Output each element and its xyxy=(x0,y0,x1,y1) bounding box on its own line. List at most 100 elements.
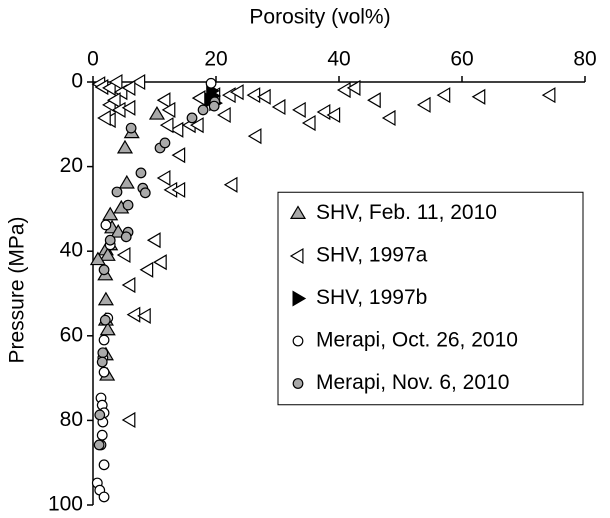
legend-marker xyxy=(292,335,304,347)
legend-label: SHV, 1997a xyxy=(316,244,428,267)
point xyxy=(135,167,147,179)
legend-box xyxy=(277,191,584,406)
point xyxy=(159,137,171,149)
point xyxy=(98,491,110,503)
point xyxy=(99,321,116,336)
point xyxy=(100,219,112,231)
point xyxy=(111,101,126,118)
x-tick-label: 80 xyxy=(573,48,596,71)
legend-marker xyxy=(289,247,304,265)
point xyxy=(197,104,209,116)
legend-label: Merapi, Oct. 26, 2010 xyxy=(316,329,518,352)
point xyxy=(137,307,151,324)
point xyxy=(125,122,137,134)
point xyxy=(161,101,176,118)
point xyxy=(246,87,261,104)
point xyxy=(148,105,166,120)
point xyxy=(146,232,161,249)
point xyxy=(191,90,206,107)
point xyxy=(98,264,110,276)
legend-label: Merapi, Nov. 6, 2010 xyxy=(316,371,509,394)
point xyxy=(99,314,111,326)
point xyxy=(94,409,106,421)
point xyxy=(186,112,198,124)
point xyxy=(131,73,146,91)
point xyxy=(416,96,431,113)
point xyxy=(316,103,331,121)
point xyxy=(97,347,109,359)
point xyxy=(116,139,134,154)
point xyxy=(139,261,154,278)
point xyxy=(120,231,132,243)
point xyxy=(118,174,135,189)
point xyxy=(102,79,116,96)
point xyxy=(171,147,186,164)
point xyxy=(93,439,105,451)
point xyxy=(271,98,286,116)
point xyxy=(121,79,136,96)
point xyxy=(121,99,136,116)
point xyxy=(346,79,361,96)
point xyxy=(367,92,381,109)
point xyxy=(159,117,174,134)
legend-label: SHV, Feb. 11, 2010 xyxy=(316,201,497,224)
y-axis-title: Pressure (MPa) xyxy=(6,216,29,363)
x-axis-title: Porosity (vol%) xyxy=(249,6,390,29)
legend-marker xyxy=(292,378,304,389)
point xyxy=(96,429,108,441)
point xyxy=(217,106,231,124)
point xyxy=(111,186,123,198)
point xyxy=(247,128,262,145)
point xyxy=(121,411,136,429)
point xyxy=(98,334,110,346)
point xyxy=(96,356,108,368)
y-tick-label: 0 xyxy=(71,70,83,93)
x-tick-label: 0 xyxy=(87,48,99,71)
y-tick-label: 100 xyxy=(48,493,83,516)
point xyxy=(189,117,204,134)
point xyxy=(139,187,151,199)
point xyxy=(153,254,167,271)
x-tick-label: 40 xyxy=(327,48,350,71)
point xyxy=(381,109,396,127)
point xyxy=(121,276,136,294)
y-tick-label: 80 xyxy=(60,408,83,431)
point xyxy=(471,88,486,105)
point xyxy=(99,247,116,261)
y-tick-label: 20 xyxy=(60,154,83,177)
point xyxy=(301,114,316,132)
point xyxy=(97,109,111,127)
point xyxy=(292,101,306,118)
x-tick-label: 60 xyxy=(450,48,473,71)
point xyxy=(89,251,106,266)
legend-label: SHV, 1997b xyxy=(316,286,427,309)
point xyxy=(104,234,116,246)
point xyxy=(156,169,171,187)
point xyxy=(541,87,556,104)
point xyxy=(126,306,141,323)
point xyxy=(257,88,271,105)
point xyxy=(205,77,217,89)
point xyxy=(223,176,238,193)
legend-marker xyxy=(289,205,307,219)
point xyxy=(436,87,451,104)
point xyxy=(97,291,114,306)
point xyxy=(169,121,184,138)
point xyxy=(122,199,134,211)
y-tick-label: 40 xyxy=(60,239,83,262)
point xyxy=(98,366,110,378)
point xyxy=(106,92,121,109)
x-tick-label: 20 xyxy=(204,48,227,71)
point xyxy=(326,106,341,124)
point xyxy=(108,73,123,91)
point xyxy=(208,100,220,112)
y-tick-label: 60 xyxy=(60,323,83,346)
point xyxy=(229,84,244,101)
point xyxy=(116,246,131,264)
legend-marker xyxy=(292,290,307,307)
point xyxy=(102,206,119,221)
point xyxy=(98,459,110,471)
point xyxy=(156,92,171,109)
point xyxy=(171,181,186,198)
